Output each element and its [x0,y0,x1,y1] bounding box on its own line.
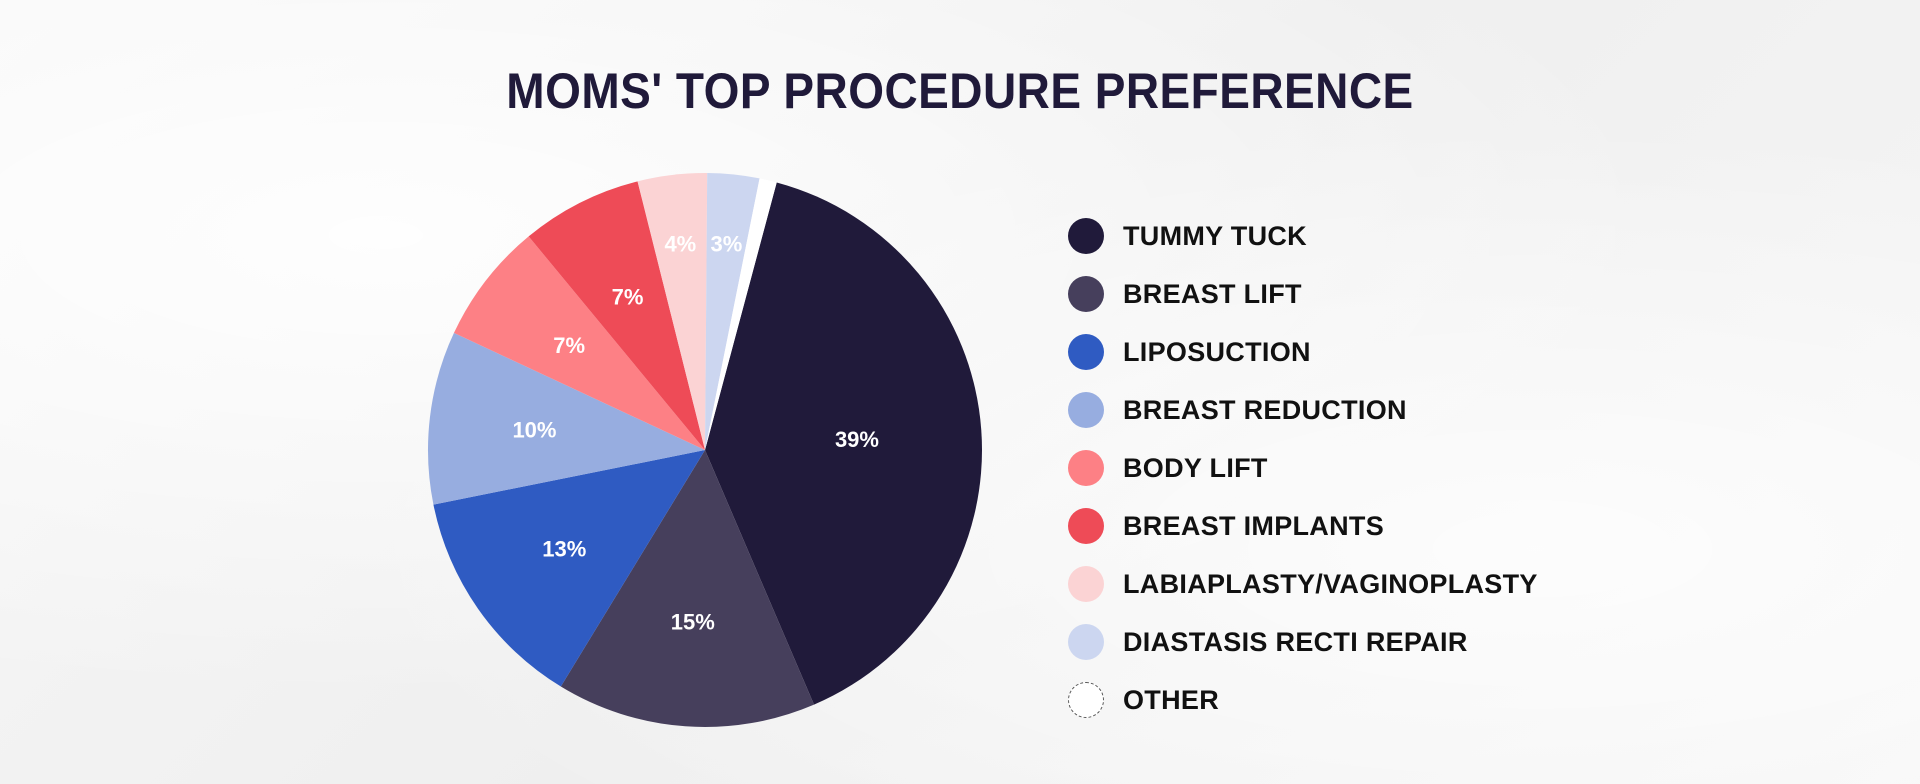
pie-slice-liposuction [433,450,705,687]
legend-swatch [1068,508,1104,544]
legend-item: TUMMY TUCK [1068,207,1538,265]
legend-label: LIPOSUCTION [1123,336,1311,367]
legend-swatch [1068,450,1104,486]
legend-label: TUMMY TUCK [1123,220,1307,251]
legend-label: OTHER [1123,684,1219,715]
pie-slice-breast-implants [528,181,705,450]
legend-label: BREAST REDUCTION [1123,394,1407,425]
chart-title: MOMS' TOP PROCEDURE PREFERENCE [506,63,1414,119]
pie-slice-diastasis-recti-repair [705,173,760,450]
legend-swatch [1068,276,1104,312]
slice-label: 10% [512,418,556,443]
slice-label: 7% [553,333,585,358]
pie-slice-breast-lift [560,450,815,728]
legend-item: OTHER [1068,671,1538,729]
slice-label: 4% [664,232,696,257]
legend: TUMMY TUCK BREAST LIFT LIPOSUCTION BREAST R… [1068,207,1538,729]
legend-label: BREAST LIFT [1123,278,1302,309]
legend-item: DIASTASIS RECTI REPAIR [1068,613,1538,671]
legend-item: LIPOSUCTION [1068,323,1538,381]
legend-swatch [1068,566,1104,602]
slice-label: 15% [671,609,715,634]
legend-label: LABIAPLASTY/VAGINOPLASTY [1123,568,1538,599]
slice-label: 13% [542,537,586,562]
legend-item: BODY LIFT [1068,439,1538,497]
legend-item: BREAST LIFT [1068,265,1538,323]
slice-label: 39% [835,427,879,452]
legend-swatch [1068,218,1104,254]
pie-slice-other [705,178,777,451]
legend-item: BREAST IMPLANTS [1068,497,1538,555]
legend-swatch [1068,624,1104,660]
legend-label: BODY LIFT [1123,452,1268,483]
slice-label: 7% [612,285,644,310]
pie-slice-breast-reduction [428,332,705,505]
slice-label: 3% [710,231,742,256]
pie-slice-labiaplasty-vaginoplasty [637,173,708,450]
pie-slice-body-lift [453,236,705,450]
legend-swatch [1068,334,1104,370]
legend-label: BREAST IMPLANTS [1123,510,1384,541]
legend-item: LABIAPLASTY/VAGINOPLASTY [1068,555,1538,613]
legend-item: BREAST REDUCTION [1068,381,1538,439]
legend-swatch [1068,682,1104,718]
legend-swatch [1068,392,1104,428]
legend-label: DIASTASIS RECTI REPAIR [1123,626,1468,657]
pie-slice-tummy-tuck [705,182,983,705]
